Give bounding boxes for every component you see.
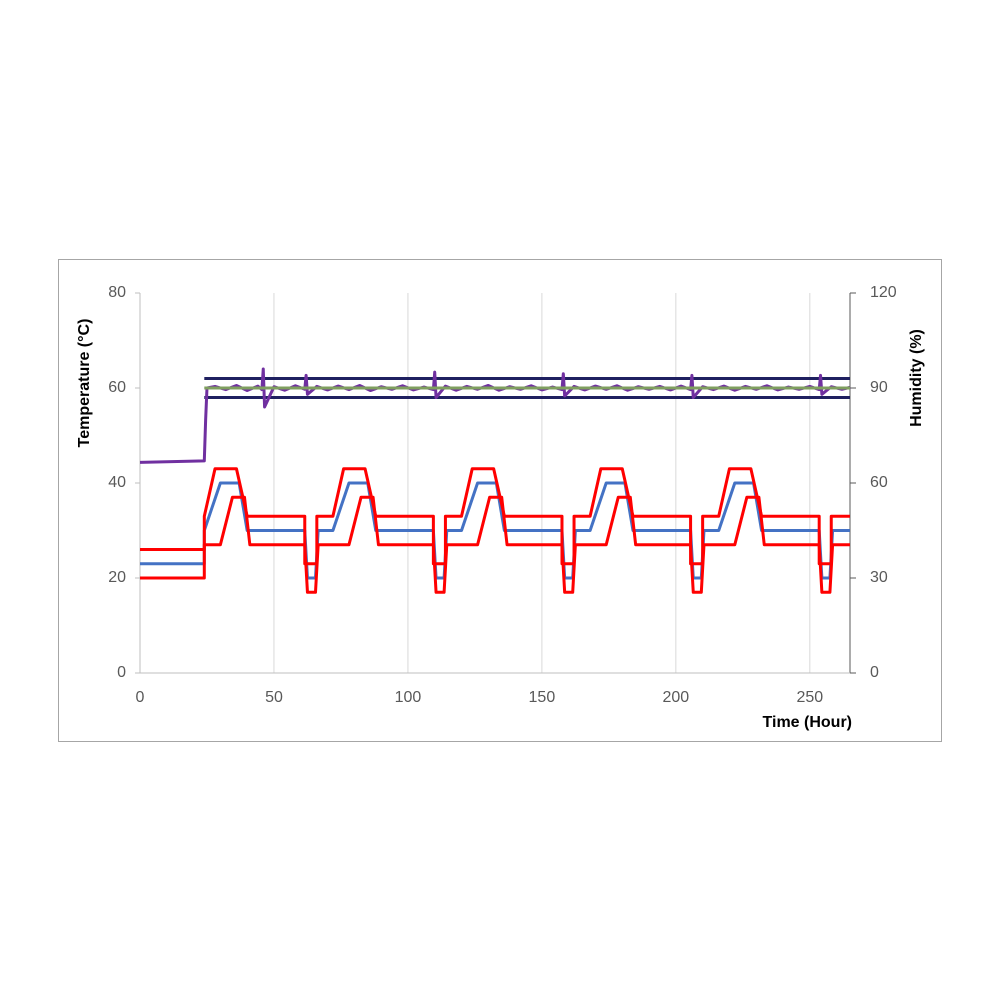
x-tick-label: 50	[265, 689, 283, 706]
x-tick-label: 200	[662, 689, 689, 706]
y2-axis-title: Humidity (%)	[908, 329, 925, 427]
y-axis-title: Temperature (°C)	[76, 319, 93, 448]
y2-tick-label: 60	[870, 474, 888, 491]
x-tick-label: 0	[136, 689, 145, 706]
x-tick-label: 100	[395, 689, 422, 706]
y-tick-label: 60	[108, 379, 126, 396]
y2-tick-label: 120	[870, 284, 897, 301]
y-tick-label: 40	[108, 474, 126, 491]
x-tick-label: 150	[529, 689, 556, 706]
data-line	[140, 495, 850, 594]
y2-tick-label: 30	[870, 569, 888, 586]
x-tick-label: 250	[796, 689, 823, 706]
y-tick-label: 0	[117, 664, 126, 681]
y2-tick-label: 90	[870, 379, 888, 396]
x-axis-title: Time (Hour)	[763, 714, 852, 731]
y-tick-label: 20	[108, 569, 126, 586]
y2-tick-label: 0	[870, 664, 879, 681]
y-tick-label: 80	[108, 284, 126, 301]
